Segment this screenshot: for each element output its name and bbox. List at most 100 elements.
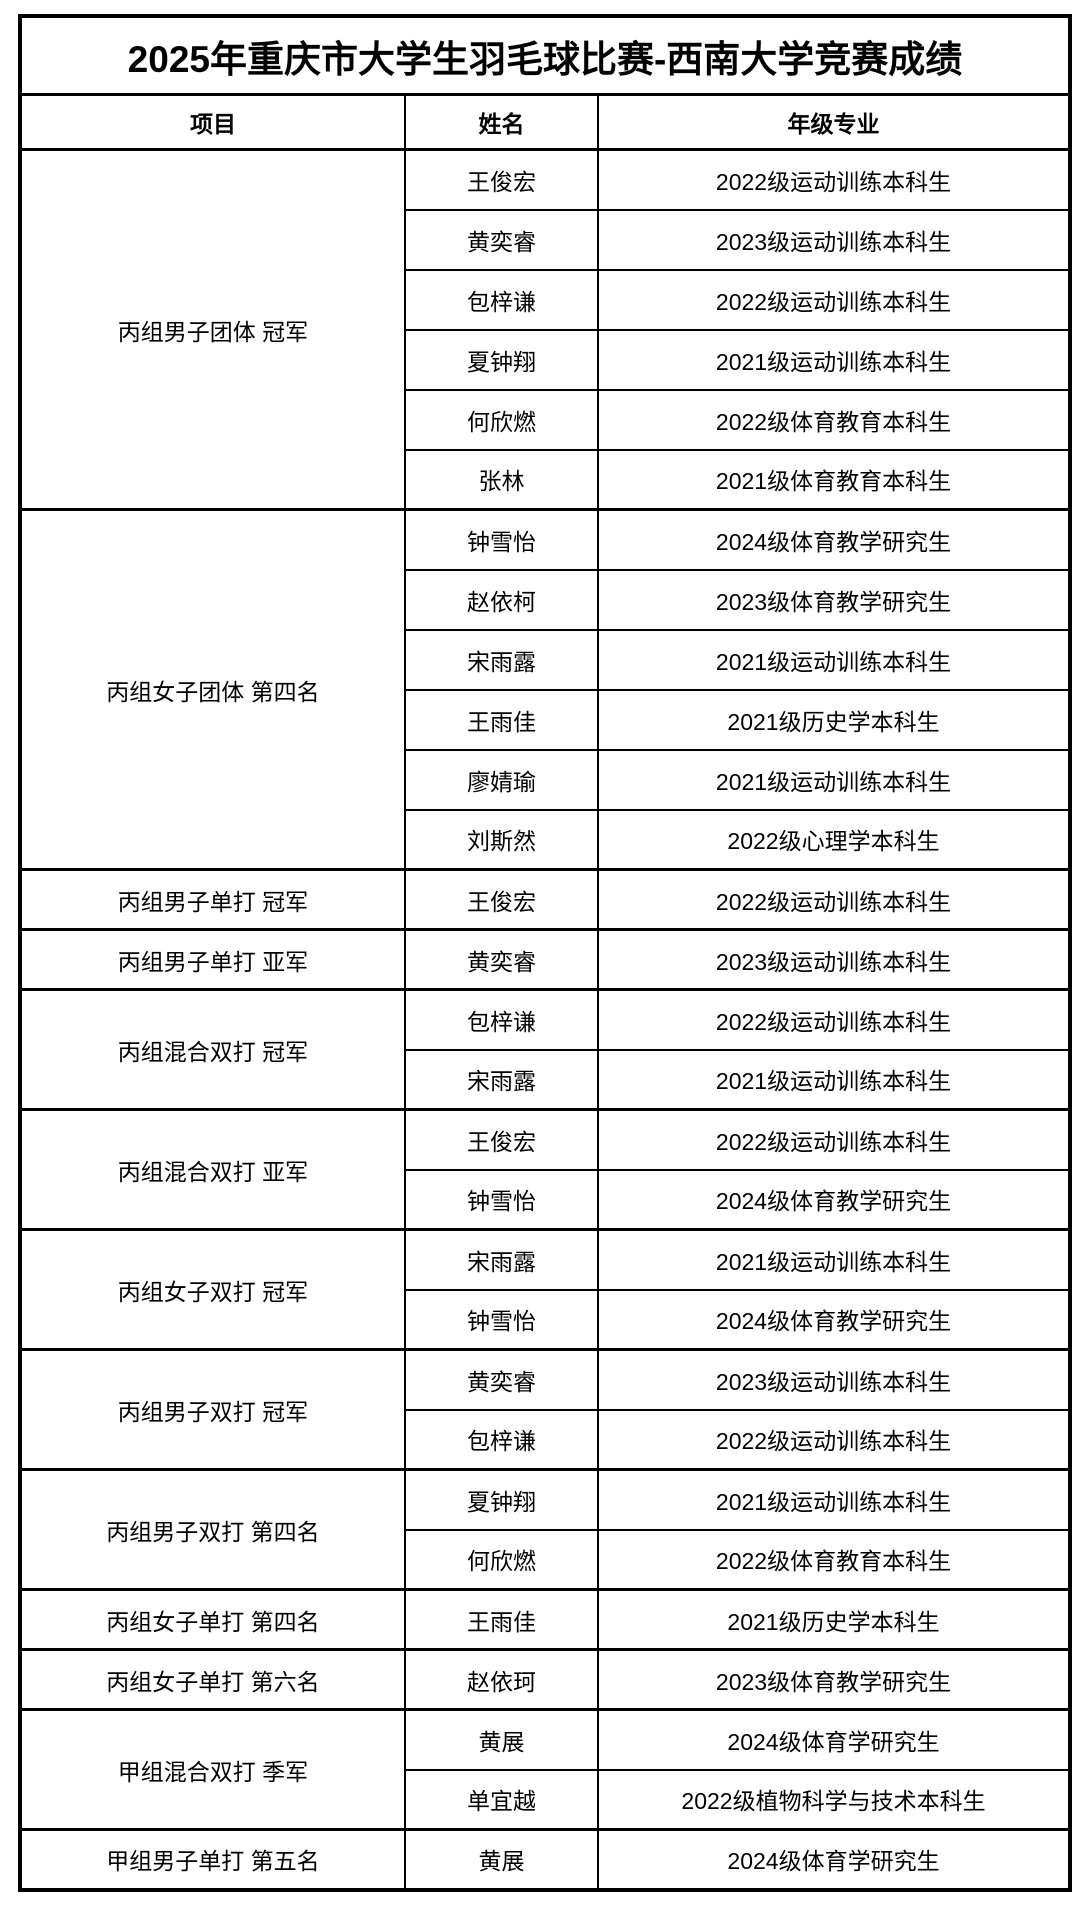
major-cell: 2023级运动训练本科生 bbox=[597, 208, 1071, 271]
event-section: 甲组混合双打 季军 黄展 2024级体育学研究生 单宜越 2022级植物科学与技术本科生 bbox=[19, 1708, 1071, 1831]
event-cell: 丙组男子双打 冠军 bbox=[19, 1348, 406, 1471]
table-row: 单宜越 2022级植物科学与技术本科生 bbox=[20, 1768, 1071, 1831]
name-cell: 赵依柯 bbox=[404, 568, 599, 631]
event-cell: 丙组男子单打 冠军 bbox=[19, 868, 406, 931]
major-cell: 2022级运动训练本科生 bbox=[597, 1108, 1071, 1171]
name-cell: 钟雪怡 bbox=[404, 508, 599, 571]
event-cell: 丙组混合双打 冠军 bbox=[19, 988, 406, 1111]
table-row: 钟雪怡 2024级体育教学研究生 bbox=[20, 1288, 1071, 1351]
title-row: 2025年重庆市大学生羽毛球比赛-西南大学竞赛成绩 bbox=[19, 15, 1071, 96]
table-row: 王雨佳 2021级历史学本科生 bbox=[20, 688, 1071, 751]
event-section: 丙组女子单打 第四名 王雨佳 2021级历史学本科生 bbox=[19, 1588, 1071, 1651]
page-title: 2025年重庆市大学生羽毛球比赛-西南大学竞赛成绩 bbox=[19, 15, 1071, 96]
major-cell: 2022级体育教育本科生 bbox=[597, 1528, 1071, 1591]
name-cell: 黄展 bbox=[404, 1828, 599, 1891]
name-cell: 包梓谦 bbox=[404, 988, 599, 1051]
major-cell: 2022级心理学本科生 bbox=[597, 808, 1071, 871]
table-row: 张林 2021级体育教育本科生 bbox=[20, 448, 1071, 511]
name-cell: 王俊宏 bbox=[404, 868, 599, 931]
name-cell: 王俊宏 bbox=[404, 148, 599, 211]
event-section: 丙组女子团体 第四名 钟雪怡 2024级体育教学研究生 赵依柯 2023级体育教学研究生… bbox=[19, 508, 1071, 871]
name-cell: 赵依珂 bbox=[404, 1648, 599, 1711]
major-cell: 2024级体育教学研究生 bbox=[597, 1168, 1071, 1231]
event-section: 甲组男子单打 第五名 黄展 2024级体育学研究生 bbox=[19, 1828, 1071, 1891]
event-cell: 丙组女子团体 第四名 bbox=[19, 508, 406, 871]
event-section: 丙组男子双打 冠军 黄奕睿 2023级运动训练本科生 包梓谦 2022级运动训练本科生 bbox=[19, 1348, 1071, 1471]
name-cell: 黄奕睿 bbox=[404, 1348, 599, 1411]
table-row: 宋雨露 2021级运动训练本科生 bbox=[20, 1048, 1071, 1111]
event-cell: 丙组男子单打 亚军 bbox=[19, 928, 406, 991]
major-cell: 2023级运动训练本科生 bbox=[597, 1348, 1071, 1411]
name-cell: 张林 bbox=[404, 448, 599, 511]
table-row: 何欣燃 2022级体育教育本科生 bbox=[20, 388, 1071, 451]
table-row: 丙组女子单打 第六名 赵依珂 2023级体育教学研究生 bbox=[19, 1648, 1071, 1711]
event-section: 丙组男子团体 冠军 王俊宏 2022级运动训练本科生 黄奕睿 2023级运动训练本科生包… bbox=[19, 148, 1071, 511]
name-cell: 夏钟翔 bbox=[404, 1468, 599, 1531]
major-cell: 2023级体育教学研究生 bbox=[597, 568, 1071, 631]
table-row: 钟雪怡 2024级体育教学研究生 bbox=[20, 1168, 1071, 1231]
name-cell: 钟雪怡 bbox=[404, 1288, 599, 1351]
name-cell: 王雨佳 bbox=[404, 1588, 599, 1651]
column-header-2: 年级专业 bbox=[597, 93, 1071, 151]
name-cell: 黄奕睿 bbox=[404, 208, 599, 271]
table-row: 丙组男子单打 亚军 黄奕睿 2023级运动训练本科生 bbox=[19, 928, 1071, 991]
major-cell: 2021级运动训练本科生 bbox=[597, 328, 1071, 391]
table-row: 丙组女子双打 冠军 宋雨露 2021级运动训练本科生 bbox=[19, 1228, 1071, 1351]
table-row: 宋雨露 2021级运动训练本科生 bbox=[20, 628, 1071, 691]
column-header-0: 项目 bbox=[19, 93, 406, 151]
name-cell: 刘斯然 bbox=[404, 808, 599, 871]
major-cell: 2024级体育教学研究生 bbox=[597, 508, 1071, 571]
name-cell: 宋雨露 bbox=[404, 628, 599, 691]
major-cell: 2022级运动训练本科生 bbox=[597, 148, 1071, 211]
name-cell: 包梓谦 bbox=[404, 268, 599, 331]
major-cell: 2022级运动训练本科生 bbox=[597, 268, 1071, 331]
event-section: 丙组女子双打 冠军 宋雨露 2021级运动训练本科生 钟雪怡 2024级体育教学研究生 bbox=[19, 1228, 1071, 1351]
name-cell: 包梓谦 bbox=[404, 1408, 599, 1471]
major-cell: 2024级体育学研究生 bbox=[597, 1708, 1071, 1771]
major-cell: 2021级运动训练本科生 bbox=[597, 1228, 1071, 1291]
major-cell: 2023级体育教学研究生 bbox=[597, 1648, 1071, 1711]
column-header-row: 项目 姓名 年级专业 bbox=[19, 93, 1071, 151]
event-section: 丙组混合双打 冠军 包梓谦 2022级运动训练本科生 宋雨露 2021级运动训练本科生 bbox=[19, 988, 1071, 1111]
event-cell: 丙组男子团体 冠军 bbox=[19, 148, 406, 511]
event-section: 丙组男子单打 亚军 黄奕睿 2023级运动训练本科生 bbox=[19, 928, 1071, 991]
name-cell: 黄展 bbox=[404, 1708, 599, 1771]
event-section: 丙组混合双打 亚军 王俊宏 2022级运动训练本科生 钟雪怡 2024级体育教学研究生 bbox=[19, 1108, 1071, 1231]
event-cell: 丙组男子双打 第四名 bbox=[19, 1468, 406, 1591]
table-row: 丙组女子团体 第四名 钟雪怡 2024级体育教学研究生 bbox=[19, 508, 1071, 871]
table-row: 甲组混合双打 季军 黄展 2024级体育学研究生 bbox=[19, 1708, 1071, 1831]
event-section: 丙组女子单打 第六名 赵依珂 2023级体育教学研究生 bbox=[19, 1648, 1071, 1711]
table-row: 包梓谦 2022级运动训练本科生 bbox=[20, 268, 1071, 331]
table-row: 丙组男子双打 第四名 夏钟翔 2021级运动训练本科生 bbox=[19, 1468, 1071, 1591]
major-cell: 2021级运动训练本科生 bbox=[597, 1468, 1071, 1531]
name-cell: 廖婧瑜 bbox=[404, 748, 599, 811]
event-cell: 丙组女子单打 第六名 bbox=[19, 1648, 406, 1711]
table-row: 丙组混合双打 冠军 包梓谦 2022级运动训练本科生 bbox=[19, 988, 1071, 1111]
major-cell: 2024级体育教学研究生 bbox=[597, 1288, 1071, 1351]
major-cell: 2021级运动训练本科生 bbox=[597, 748, 1071, 811]
event-section: 丙组男子单打 冠军 王俊宏 2022级运动训练本科生 bbox=[19, 868, 1071, 931]
table-row: 丙组女子单打 第四名 王雨佳 2021级历史学本科生 bbox=[19, 1588, 1071, 1651]
table-row: 刘斯然 2022级心理学本科生 bbox=[20, 808, 1071, 871]
table-row: 甲组男子单打 第五名 黄展 2024级体育学研究生 bbox=[19, 1828, 1071, 1891]
name-cell: 何欣燃 bbox=[404, 1528, 599, 1591]
major-cell: 2022级运动训练本科生 bbox=[597, 988, 1071, 1051]
major-cell: 2021级体育教育本科生 bbox=[597, 448, 1071, 511]
event-section: 丙组男子双打 第四名 夏钟翔 2021级运动训练本科生 何欣燃 2022级体育教育本科生 bbox=[19, 1468, 1071, 1591]
major-cell: 2021级运动训练本科生 bbox=[597, 1048, 1071, 1111]
table-row: 丙组混合双打 亚军 王俊宏 2022级运动训练本科生 bbox=[19, 1108, 1071, 1231]
table-row: 何欣燃 2022级体育教育本科生 bbox=[20, 1528, 1071, 1591]
results-table: 2025年重庆市大学生羽毛球比赛-西南大学竞赛成绩 项目 姓名 年级专业 丙组男子团… bbox=[18, 14, 1072, 1892]
major-cell: 2021级历史学本科生 bbox=[597, 688, 1071, 751]
table-row: 包梓谦 2022级运动训练本科生 bbox=[20, 1408, 1071, 1471]
name-cell: 单宜越 bbox=[404, 1768, 599, 1831]
event-cell: 甲组混合双打 季军 bbox=[19, 1708, 406, 1831]
table-row: 夏钟翔 2021级运动训练本科生 bbox=[20, 328, 1071, 391]
event-cell: 甲组男子单打 第五名 bbox=[19, 1828, 406, 1891]
table-row: 丙组男子团体 冠军 王俊宏 2022级运动训练本科生 bbox=[19, 148, 1071, 511]
event-cell: 丙组女子双打 冠军 bbox=[19, 1228, 406, 1351]
major-cell: 2022级运动训练本科生 bbox=[597, 868, 1071, 931]
name-cell: 何欣燃 bbox=[404, 388, 599, 451]
major-cell: 2024级体育学研究生 bbox=[597, 1828, 1071, 1891]
